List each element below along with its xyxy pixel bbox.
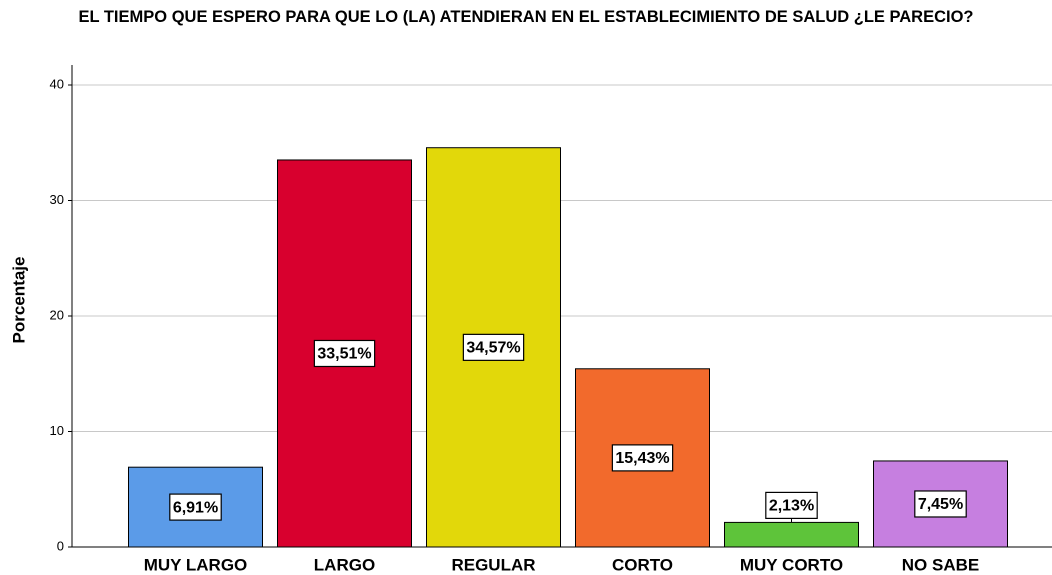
value-label-box (169, 493, 222, 521)
bar (277, 159, 412, 548)
value-label-box (765, 491, 818, 519)
x-tick-label: REGULAR (451, 555, 535, 574)
x-tick-label: MUY CORTO (740, 555, 843, 574)
value-label: 33,51% (317, 346, 371, 363)
chart-title: EL TIEMPO QUE ESPERO PARA QUE LO (LA) AT… (78, 8, 974, 26)
value-label-box (462, 333, 525, 361)
value-label: 2,13% (769, 498, 814, 515)
y-tick-label: 0 (57, 538, 64, 553)
value-label-box (914, 490, 967, 518)
value-label-box (313, 339, 376, 368)
bar (724, 521, 859, 548)
x-tick-label: LARGO (314, 555, 375, 574)
value-label: 6,91% (173, 499, 218, 516)
x-tick-label: CORTO (612, 555, 673, 574)
y-tick-label: 30 (50, 192, 64, 207)
value-label: 15,43% (615, 450, 669, 467)
y-tick-label: 10 (50, 423, 64, 438)
x-tick-label: MUY LARGO (144, 555, 248, 574)
y-axis-label: Porcentaje (9, 257, 28, 344)
value-label: 34,57% (466, 340, 520, 357)
y-tick-label: 20 (50, 307, 64, 322)
value-label-box (611, 444, 674, 472)
y-tick-label: 40 (50, 76, 64, 91)
value-label: 7,45% (918, 496, 963, 513)
x-tick-label: NO SABE (902, 555, 979, 574)
